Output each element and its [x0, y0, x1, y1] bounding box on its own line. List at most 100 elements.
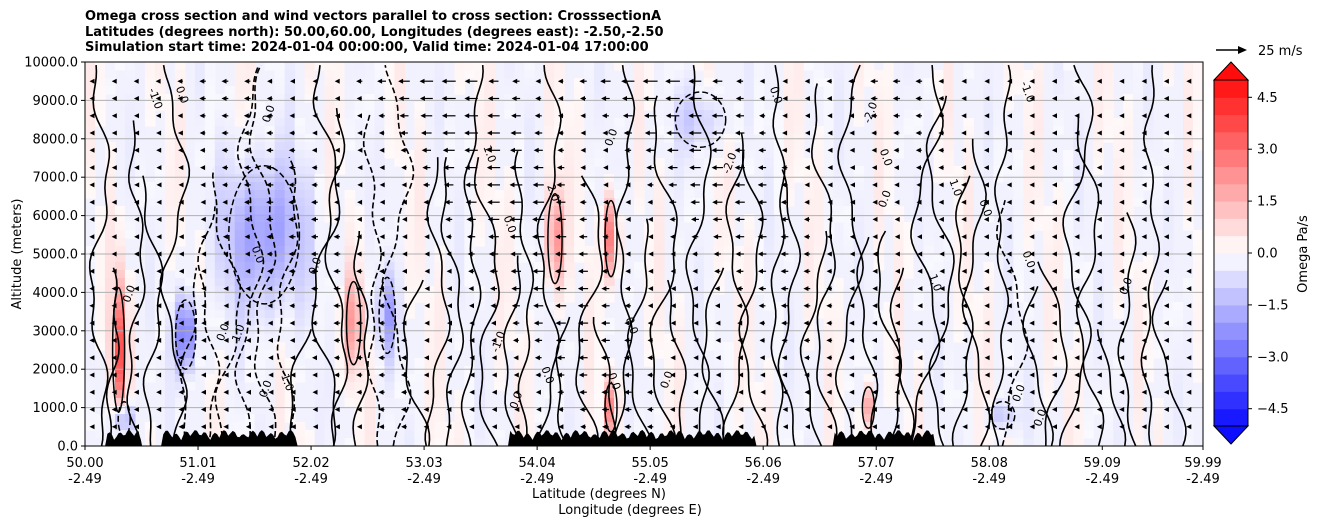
- wind-vector-head: [334, 78, 340, 84]
- wind-vector-head: [178, 234, 184, 240]
- omega-cell: [464, 270, 475, 279]
- wind-vector-head: [334, 182, 340, 188]
- omega-cell: [1113, 294, 1124, 303]
- omega-cell: [224, 406, 236, 415]
- omega-cell: [773, 422, 785, 431]
- wind-vector-head: [670, 372, 676, 378]
- omega-cell: [304, 278, 316, 287]
- omega-cell: [1083, 350, 1094, 359]
- omega-cell: [963, 430, 975, 439]
- omega-cell: [873, 70, 885, 79]
- omega-cell: [384, 286, 396, 295]
- omega-cell: [733, 398, 745, 407]
- omega-cell: [404, 262, 416, 271]
- omega-cell: [494, 270, 505, 279]
- omega-cell: [763, 150, 775, 159]
- omega-cell: [124, 318, 136, 327]
- omega-cell: [644, 238, 655, 247]
- omega-cell: [364, 198, 376, 207]
- omega-cell: [883, 310, 895, 319]
- omega-cell: [594, 398, 605, 407]
- omega-cell: [1093, 358, 1104, 367]
- omega-cell: [534, 318, 545, 327]
- omega-cell: [953, 334, 965, 343]
- omega-cell: [993, 158, 1004, 167]
- omega-cell: [923, 182, 935, 191]
- omega-cell: [284, 150, 296, 159]
- omega-cell: [673, 206, 685, 215]
- omega-cell: [823, 102, 835, 111]
- omega-cell: [294, 430, 306, 439]
- wind-vector-head: [134, 147, 140, 153]
- wind-vector-head: [443, 165, 449, 171]
- omega-cell: [693, 222, 705, 231]
- omega-cell: [124, 382, 136, 391]
- omega-cell: [294, 422, 306, 431]
- omega-cell: [1023, 126, 1034, 135]
- omega-cell: [644, 262, 655, 271]
- omega-cell: [424, 318, 435, 327]
- wind-vector-head: [670, 355, 676, 361]
- omega-cell: [594, 318, 605, 327]
- omega-cell: [1103, 110, 1114, 119]
- omega-cell: [184, 278, 196, 287]
- omega-cell: [743, 166, 755, 175]
- omega-cell: [404, 406, 416, 415]
- wind-vector-head: [379, 199, 385, 205]
- omega-cell: [1033, 70, 1044, 79]
- omega-cell: [134, 94, 146, 103]
- omega-cell: [993, 414, 1004, 423]
- omega-cell: [703, 102, 715, 111]
- wind-vector-head: [156, 303, 162, 309]
- omega-cell: [174, 294, 186, 303]
- omega-cell: [1113, 302, 1124, 311]
- omega-cell: [1003, 358, 1014, 367]
- omega-cell: [324, 126, 336, 135]
- omega-cell: [1073, 222, 1084, 231]
- omega-cell: [94, 110, 106, 119]
- wind-vector-head: [266, 182, 271, 188]
- omega-cell: [454, 70, 465, 79]
- omega-cell: [683, 158, 695, 167]
- omega-cell: [434, 438, 445, 446]
- omega-cell: [94, 238, 106, 247]
- omega-cell: [873, 78, 885, 87]
- omega-cell: [85, 342, 96, 351]
- contour-label: 2.0: [544, 182, 562, 203]
- omega-cell: [1113, 126, 1124, 135]
- wind-vector-head: [532, 216, 538, 222]
- omega-cell: [973, 398, 984, 407]
- wind-vector-head: [246, 355, 251, 361]
- omega-cell: [304, 70, 316, 79]
- wind-vector-head: [177, 96, 183, 101]
- omega-cell: [1183, 86, 1194, 95]
- omega-cell: [504, 286, 515, 295]
- omega-cell: [763, 270, 775, 279]
- omega-cell: [773, 382, 785, 391]
- omega-cell: [384, 318, 396, 327]
- omega-cell: [364, 246, 376, 255]
- omega-cell: [564, 238, 575, 247]
- omega-cell: [1113, 198, 1124, 207]
- wind-vector-head: [446, 268, 452, 274]
- wind-vector-head: [648, 268, 654, 274]
- wind-vector-head: [156, 234, 162, 240]
- wind-vector-head: [464, 96, 470, 101]
- wind-vector-head: [447, 337, 452, 343]
- omega-cell: [673, 182, 685, 191]
- omega-cell: [1113, 206, 1124, 215]
- omega-cell: [474, 166, 485, 175]
- omega-cell: [554, 142, 565, 151]
- omega-cell: [1133, 390, 1144, 399]
- omega-cell: [364, 190, 376, 199]
- omega-cell: [653, 350, 665, 359]
- omega-cell: [284, 206, 296, 215]
- omega-cell: [1053, 350, 1064, 359]
- omega-cell: [104, 182, 116, 191]
- wind-vector-head: [244, 234, 250, 240]
- wind-vector-head: [289, 113, 295, 119]
- omega-cell: [1003, 334, 1014, 343]
- omega-cell: [164, 398, 176, 407]
- omega-cell: [993, 406, 1004, 415]
- omega-cell: [354, 254, 366, 263]
